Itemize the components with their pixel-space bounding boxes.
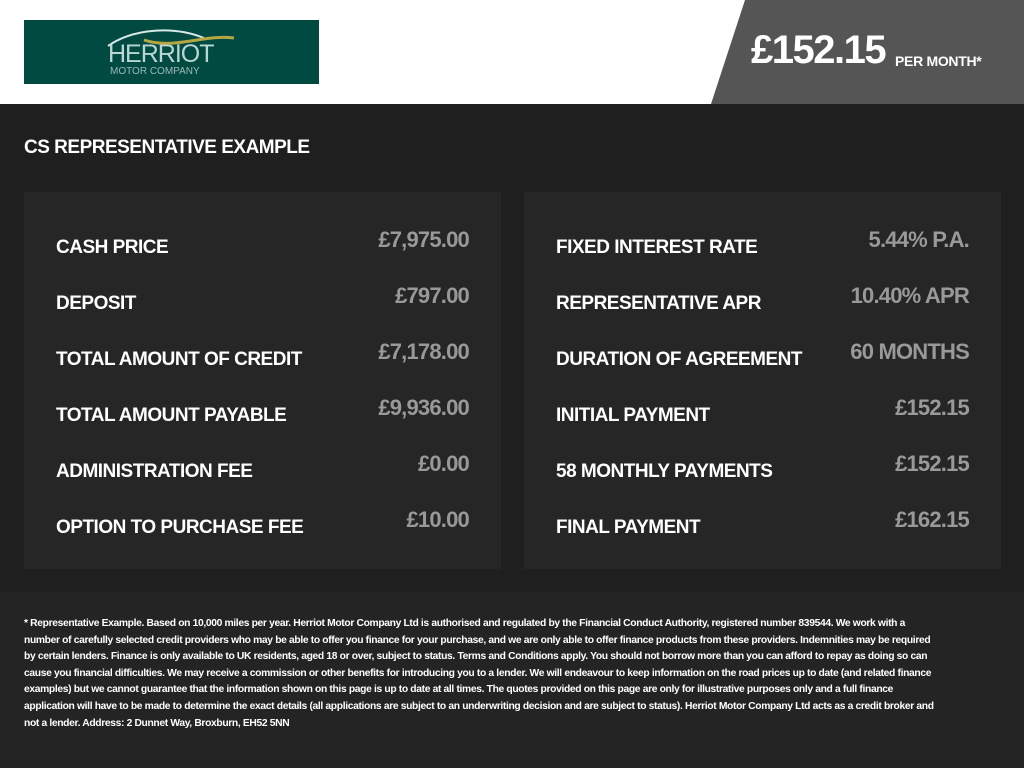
finance-row: INITIAL PAYMENT £152.15: [556, 384, 970, 440]
finance-value: £9,936.00: [378, 395, 469, 420]
finance-value: 60 MONTHS: [850, 339, 970, 364]
finance-label: TOTAL AMOUNT PAYABLE: [56, 405, 287, 426]
section-title: CS REPRESENTATIVE EXAMPLE: [24, 137, 310, 158]
finance-label: FINAL PAYMENT: [556, 517, 701, 538]
finance-row: CASH PRICE £7,975.00: [56, 216, 470, 272]
finance-label: DURATION OF AGREEMENT: [556, 349, 803, 370]
finance-label: CASH PRICE: [56, 237, 169, 258]
finance-label: REPRESENTATIVE APR: [556, 293, 761, 314]
finance-row: OPTION TO PURCHASE FEE £10.00: [56, 496, 470, 552]
finance-label: DEPOSIT: [56, 293, 136, 314]
herriot-logo: HERRIOT MOTOR COMPANY: [24, 20, 319, 84]
logo-subtitle: MOTOR COMPANY: [110, 66, 200, 77]
finance-card-left: CASH PRICE £7,975.00 DEPOSIT £797.00 TOTAL A…: [24, 192, 501, 569]
finance-row: TOTAL AMOUNT PAYABLE £9,936.00: [56, 384, 470, 440]
finance-value: £0.00: [417, 451, 470, 476]
finance-row: 58 MONTHLY PAYMENTS £152.15: [556, 440, 970, 496]
monthly-price-panel: £152.15 PER MONTH*: [711, 0, 1024, 104]
finance-row: ADMINISTRATION FEE £0.00: [56, 440, 470, 496]
finance-value: £152.15: [895, 395, 970, 420]
finance-label: 58 MONTHLY PAYMENTS: [556, 461, 773, 482]
finance-value: 10.40% APR: [850, 283, 970, 308]
finance-row: DEPOSIT £797.00: [56, 272, 470, 328]
finance-label: OPTION TO PURCHASE FEE: [56, 517, 304, 538]
finance-row: REPRESENTATIVE APR 10.40% APR: [556, 272, 970, 328]
finance-value: £152.15: [895, 451, 970, 476]
finance-value: £162.15: [895, 507, 970, 532]
header-bar: HERRIOT MOTOR COMPANY £152.15 PER MONTH*: [0, 0, 1024, 104]
finance-row: FINAL PAYMENT £162.15: [556, 496, 970, 552]
finance-label: TOTAL AMOUNT OF CREDIT: [56, 349, 302, 370]
finance-label: ADMINISTRATION FEE: [56, 461, 253, 482]
per-month-label: PER MONTH*: [895, 53, 982, 69]
finance-row: TOTAL AMOUNT OF CREDIT £7,178.00: [56, 328, 470, 384]
finance-label: INITIAL PAYMENT: [556, 405, 710, 426]
finance-value: 5.44% P.A.: [868, 227, 970, 252]
car-swoosh-icon: [107, 29, 235, 47]
logo-name: HERRIOT: [108, 40, 214, 68]
finance-value: £10.00: [406, 507, 470, 532]
finance-row: FIXED INTEREST RATE 5.44% P.A.: [556, 216, 970, 272]
finance-label: FIXED INTEREST RATE: [556, 237, 758, 258]
disclaimer-text: * Representative Example. Based on 10,00…: [24, 618, 934, 729]
monthly-price: £152.15: [751, 28, 887, 72]
finance-value: £7,178.00: [378, 339, 469, 364]
finance-row: DURATION OF AGREEMENT 60 MONTHS: [556, 328, 970, 384]
finance-value: £7,975.00: [378, 227, 469, 252]
finance-card-right: FIXED INTEREST RATE 5.44% P.A. REPRESENTAT…: [524, 192, 1001, 569]
finance-value: £797.00: [395, 283, 470, 308]
footer: * Representative Example. Based on 10,00…: [0, 592, 1024, 768]
